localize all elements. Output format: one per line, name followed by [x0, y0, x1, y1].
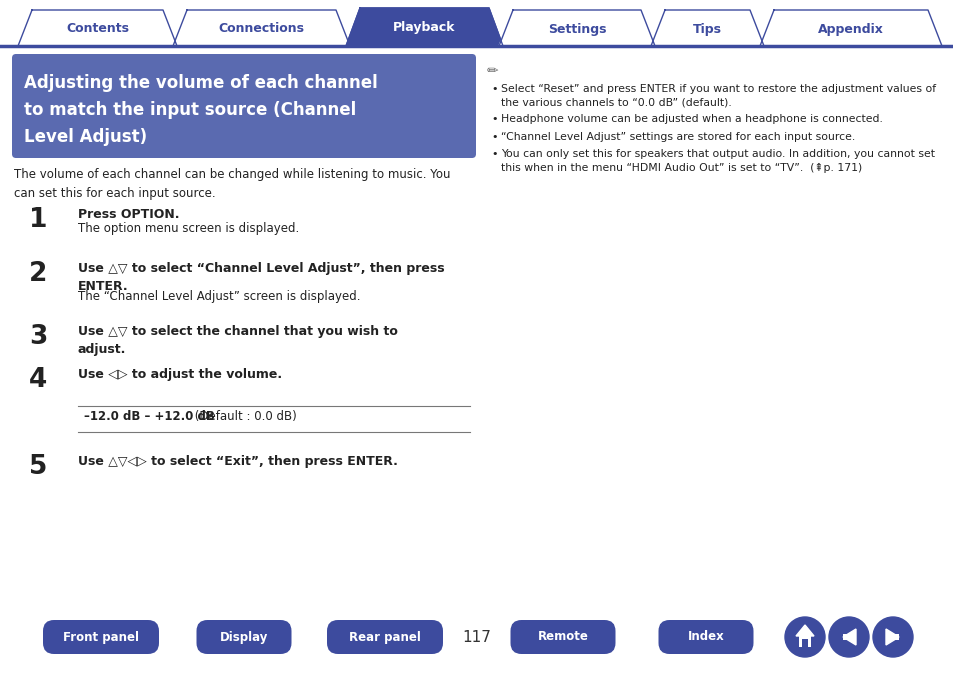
Text: 117: 117	[462, 629, 491, 645]
Text: 2: 2	[29, 261, 47, 287]
Text: •: •	[491, 149, 497, 159]
FancyBboxPatch shape	[658, 620, 753, 654]
Text: 4: 4	[29, 367, 47, 393]
Polygon shape	[795, 625, 813, 636]
Circle shape	[828, 617, 868, 657]
Text: You can only set this for speakers that output audio. In addition, you cannot se: You can only set this for speakers that …	[500, 149, 934, 173]
Polygon shape	[885, 629, 898, 645]
FancyBboxPatch shape	[842, 634, 852, 640]
Text: Playback: Playback	[393, 22, 456, 34]
Polygon shape	[172, 10, 350, 46]
Text: Select “Reset” and press ENTER if you want to restore the adjustment values of
t: Select “Reset” and press ENTER if you wa…	[500, 84, 935, 108]
Text: Headphone volume can be adjusted when a headphone is connected.: Headphone volume can be adjusted when a …	[500, 114, 882, 124]
Text: Use ◁▷ to adjust the volume.: Use ◁▷ to adjust the volume.	[78, 368, 282, 381]
Text: Use △▽ to select the channel that you wish to
adjust.: Use △▽ to select the channel that you wi…	[78, 325, 397, 356]
Text: (Default : 0.0 dB): (Default : 0.0 dB)	[191, 410, 296, 423]
Text: –12.0 dB – +12.0 dB: –12.0 dB – +12.0 dB	[84, 410, 214, 423]
FancyBboxPatch shape	[888, 634, 898, 640]
Text: The volume of each channel can be changed while listening to music. You
can set : The volume of each channel can be change…	[14, 168, 450, 200]
Text: Front panel: Front panel	[63, 631, 139, 643]
FancyBboxPatch shape	[510, 620, 615, 654]
Text: Rear panel: Rear panel	[349, 631, 420, 643]
Circle shape	[872, 617, 912, 657]
Text: Use △▽◁▷ to select “Exit”, then press ENTER.: Use △▽◁▷ to select “Exit”, then press EN…	[78, 455, 397, 468]
Circle shape	[784, 617, 824, 657]
FancyBboxPatch shape	[327, 620, 442, 654]
Text: The “Channel Level Adjust” screen is displayed.: The “Channel Level Adjust” screen is dis…	[78, 290, 360, 303]
Text: “Channel Level Adjust” settings are stored for each input source.: “Channel Level Adjust” settings are stor…	[500, 131, 854, 141]
Text: •: •	[491, 84, 497, 94]
Text: Adjusting the volume of each channel: Adjusting the volume of each channel	[24, 74, 377, 92]
Text: 5: 5	[29, 454, 47, 480]
Text: Index: Index	[687, 631, 723, 643]
Text: to match the input source (Channel: to match the input source (Channel	[24, 101, 355, 119]
Text: Appendix: Appendix	[818, 22, 883, 36]
FancyBboxPatch shape	[12, 54, 476, 158]
FancyBboxPatch shape	[799, 636, 810, 647]
FancyBboxPatch shape	[43, 620, 159, 654]
Text: Display: Display	[219, 631, 268, 643]
Text: Connections: Connections	[218, 22, 304, 36]
Text: The option menu screen is displayed.: The option menu screen is displayed.	[78, 222, 299, 235]
Text: 1: 1	[29, 207, 48, 233]
Text: Settings: Settings	[547, 22, 605, 36]
Polygon shape	[346, 8, 502, 46]
Polygon shape	[18, 10, 177, 46]
Polygon shape	[650, 10, 763, 46]
Text: ✏: ✏	[486, 64, 498, 78]
Text: Press OPTION.: Press OPTION.	[78, 208, 179, 221]
Text: Contents: Contents	[66, 22, 129, 36]
FancyBboxPatch shape	[801, 639, 807, 647]
Polygon shape	[842, 629, 855, 645]
Polygon shape	[498, 10, 655, 46]
Text: Level Adjust): Level Adjust)	[24, 128, 147, 146]
Text: Tips: Tips	[692, 22, 721, 36]
Text: 3: 3	[29, 324, 47, 350]
FancyBboxPatch shape	[196, 620, 292, 654]
Text: •: •	[491, 131, 497, 141]
Text: Remote: Remote	[537, 631, 588, 643]
Text: Use △▽ to select “Channel Level Adjust”, then press
ENTER.: Use △▽ to select “Channel Level Adjust”,…	[78, 262, 444, 293]
Polygon shape	[760, 10, 941, 46]
Text: •: •	[491, 114, 497, 124]
